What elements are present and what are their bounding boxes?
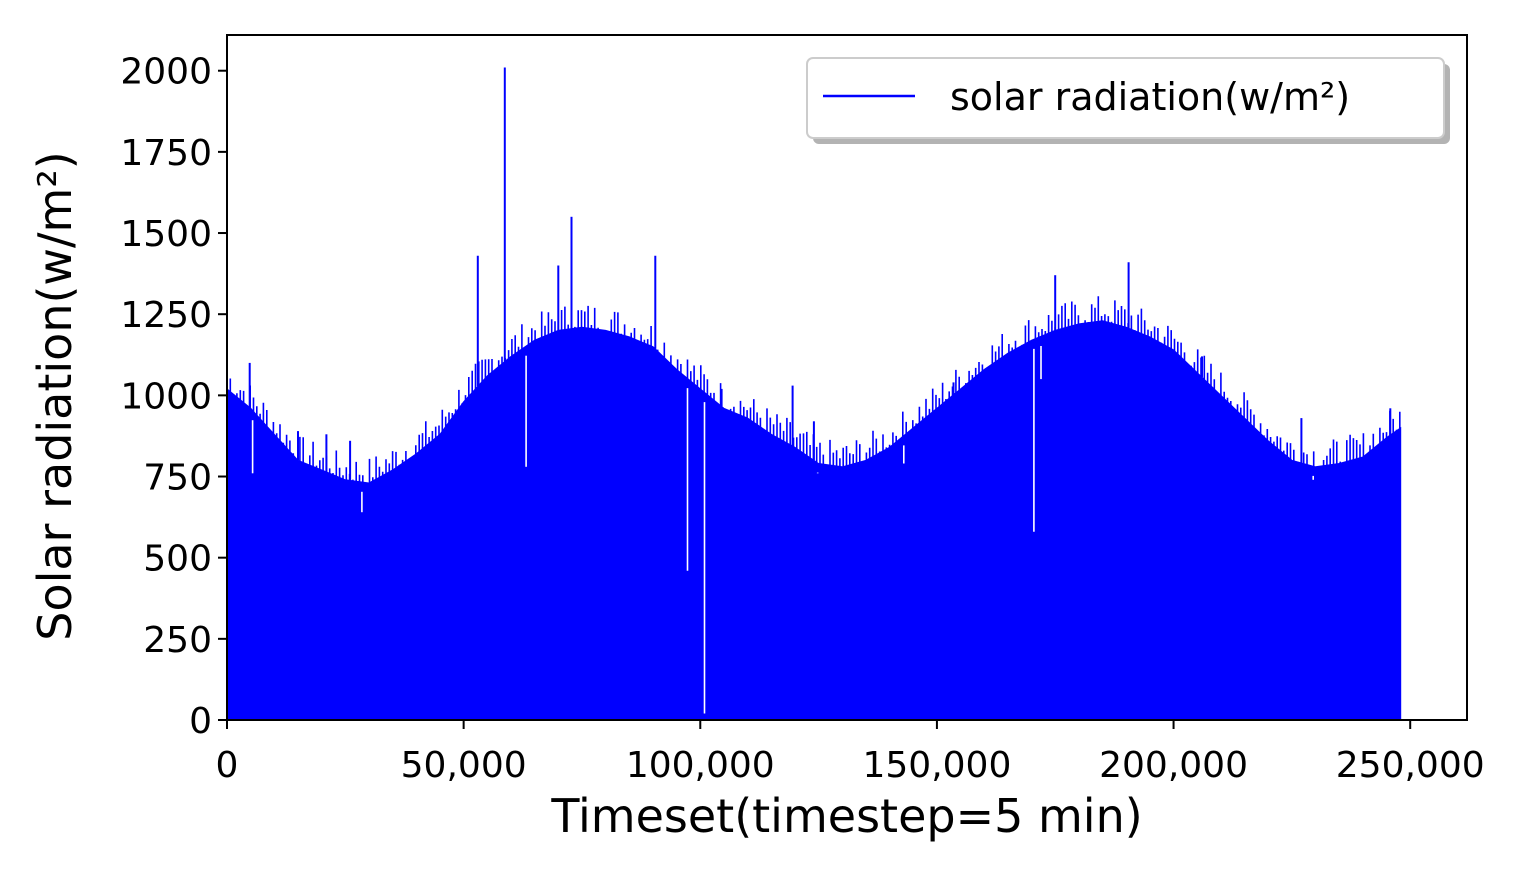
legend-box	[806, 57, 1445, 139]
y-tick-label: 1750	[120, 133, 212, 174]
y-tick-label: 1000	[120, 376, 212, 417]
y-tick-label: 1250	[120, 295, 212, 336]
legend-label-solar-radiation: solar radiation(w/m²)	[950, 75, 1350, 119]
x-tick-label: 50,000	[401, 745, 527, 786]
y-axis-title: Solar radiation(w/m²)	[28, 151, 82, 641]
x-tick-label: 150,000	[862, 745, 1011, 786]
y-axis-ticks: 0 250 500 750 1000 1250 1500 1750 2000	[120, 52, 227, 742]
x-tick-label: 200,000	[1099, 745, 1248, 786]
x-tick-label: 100,000	[626, 745, 775, 786]
series-area	[226, 320, 1402, 721]
legend: solar radiation(w/m²)	[806, 57, 1450, 144]
x-axis-ticks: 0 50,000 100,000 150,000 200,000 250,000	[216, 720, 1485, 786]
y-tick-label: 750	[143, 458, 212, 499]
y-tick-label: 250	[143, 620, 212, 661]
x-axis-title: Timeset(timestep=5 min)	[550, 789, 1142, 843]
y-tick-label: 1500	[120, 214, 212, 255]
series-layer	[226, 67, 1402, 721]
y-tick-label: 500	[143, 539, 212, 580]
plot-frame	[226, 34, 1468, 721]
x-tick-label: 250,000	[1336, 745, 1485, 786]
y-tick-label: 2000	[120, 52, 212, 93]
x-tick-label: 0	[216, 745, 239, 786]
y-tick-label: 0	[189, 701, 212, 742]
